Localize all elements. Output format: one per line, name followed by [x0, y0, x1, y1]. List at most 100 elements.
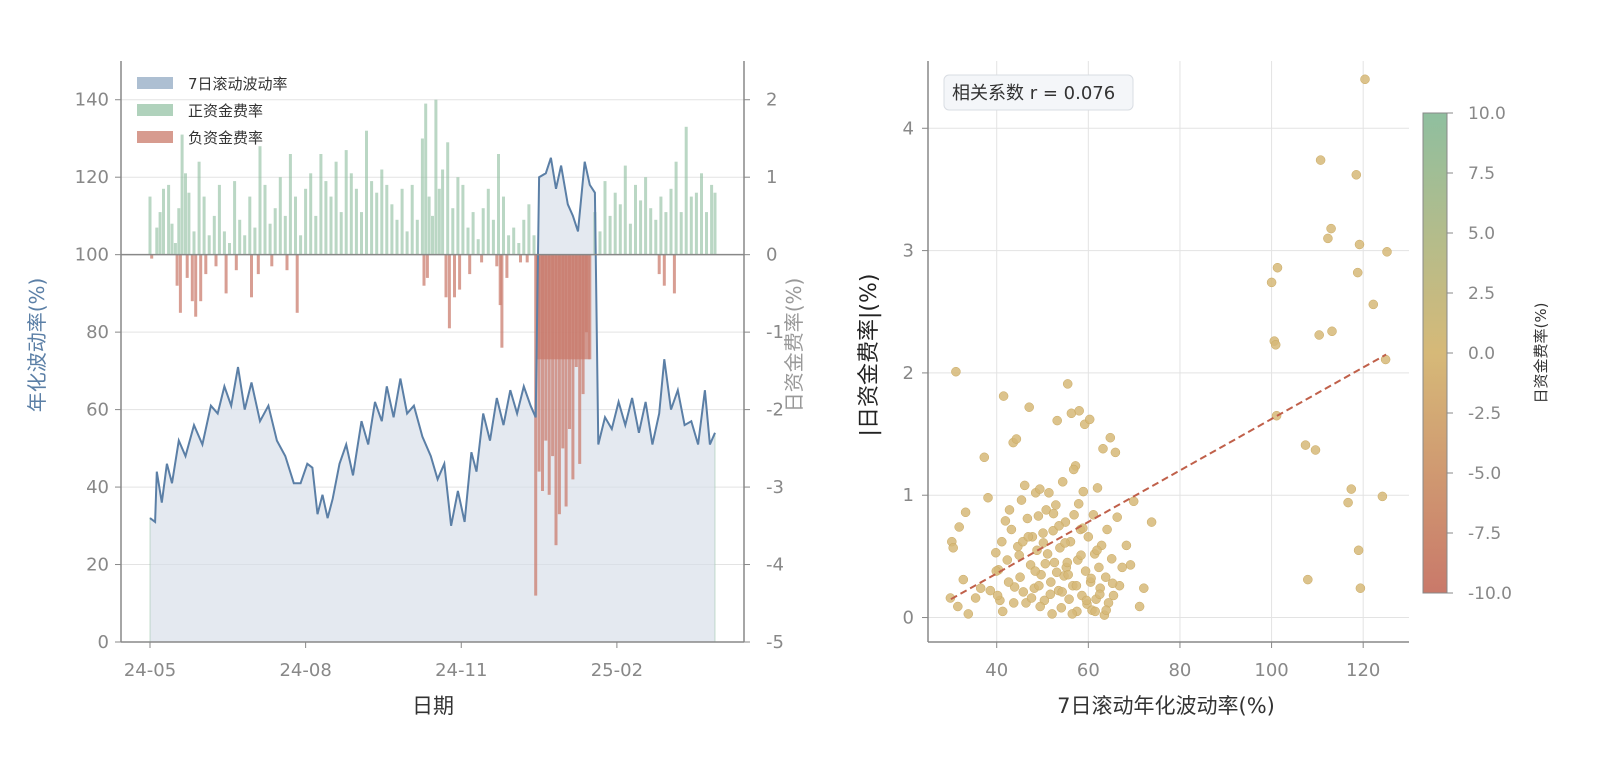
- trend-line: [950, 353, 1387, 601]
- negative-bar-block: [535, 254, 590, 360]
- scatter-point-55: [1056, 603, 1067, 613]
- negative-bar-36: [554, 254, 558, 546]
- scatter-point-6: [958, 574, 969, 585]
- scatter-y-axis-label: |日资金费率|(%): [857, 274, 882, 437]
- scatter-point-46: [1044, 488, 1054, 498]
- scatter-point-116: [1040, 558, 1051, 569]
- scatter-x-axis-label: 7日滚动年化波动率(%): [1057, 694, 1275, 718]
- scatter-point-51: [1051, 500, 1061, 510]
- positive-bar-103: [705, 212, 708, 255]
- x-tick-label-2: 24-11: [435, 660, 487, 681]
- positive-bar-23: [253, 227, 257, 255]
- positive-bar-46: [370, 181, 374, 255]
- positive-bar-87: [623, 165, 627, 255]
- legend-swatch-negative: [137, 131, 173, 143]
- scatter-point-131: [1048, 508, 1059, 519]
- positive-bar-88: [628, 223, 632, 255]
- scatter-point-132: [1038, 538, 1049, 548]
- scatter-y-tick-label-1: 1: [903, 485, 914, 506]
- scatter-point-95: [1110, 447, 1121, 458]
- negative-bar-22: [468, 254, 472, 275]
- scatter-point-40: [1035, 484, 1045, 494]
- scatter-point-134: [1092, 545, 1102, 556]
- x-tick-label-1: 24-08: [279, 660, 331, 681]
- scatter-point-45: [1042, 549, 1053, 559]
- negative-bar-30: [534, 254, 538, 596]
- negative-bar-17: [425, 254, 429, 278]
- positive-bar-52: [400, 188, 404, 255]
- negative-bar-28: [519, 254, 522, 263]
- positive-bar-85: [613, 192, 617, 255]
- left-y-axis-label: 年化波动率(%): [25, 278, 49, 413]
- positive-bar-2: [158, 212, 162, 255]
- positive-bar-72: [491, 219, 495, 255]
- scatter-point-69: [1074, 406, 1084, 416]
- negative-bar-26: [500, 254, 504, 348]
- positive-bar-12: [197, 161, 201, 255]
- negative-bar-10: [234, 254, 238, 271]
- negative-bar-31: [537, 254, 541, 472]
- positive-bar-18: [228, 243, 231, 255]
- scatter-y-ticks: 0 1 2 3 4: [903, 118, 928, 629]
- scatter-point-121: [1067, 609, 1078, 619]
- colorbar-tick-label-2: 5.0: [1468, 224, 1495, 244]
- positive-bar-55: [415, 219, 419, 255]
- right-y-tick-label-0: -5: [766, 632, 784, 653]
- scatter-point-144: [1271, 410, 1282, 421]
- positive-bar-74: [502, 196, 505, 255]
- scatter-point-50: [1049, 557, 1060, 568]
- legend-swatch-volatility: [137, 77, 173, 89]
- scatter-point-113: [1026, 593, 1037, 603]
- scatter-point-145: [1300, 440, 1311, 450]
- annotation-text: 相关系数 r = 0.076: [952, 83, 1115, 104]
- negative-bar-37: [557, 254, 561, 515]
- scatter-point-146: [1303, 574, 1313, 585]
- positive-bar-35: [314, 215, 318, 255]
- positive-bar-105: [713, 192, 717, 255]
- scatter-point-25: [1011, 434, 1022, 444]
- scatter-point-13: [985, 585, 996, 596]
- positive-bar-97: [674, 161, 678, 255]
- scatter-y-tick-label-3: 3: [903, 241, 914, 262]
- scatter-point-27: [1015, 572, 1025, 582]
- positive-bar-91: [644, 177, 648, 255]
- negative-bar-27: [505, 254, 509, 278]
- scatter-point-20: [1002, 555, 1013, 565]
- negative-bar-20: [453, 254, 456, 298]
- negative-bar-4: [190, 254, 194, 302]
- left-y-tick-label-2: 40: [86, 477, 109, 498]
- positive-bar-48: [380, 169, 384, 255]
- scatter-point-162: [1377, 491, 1388, 502]
- negative-bar-21: [458, 254, 462, 290]
- scatter-point-12: [983, 492, 993, 503]
- left-y-tick-label-4: 80: [86, 322, 109, 343]
- scatter-point-8: [963, 609, 974, 619]
- scatter-point-119: [1057, 587, 1067, 597]
- scatter-point-153: [1343, 497, 1353, 508]
- scatter-point-10: [975, 583, 986, 593]
- positive-bar-104: [710, 184, 714, 255]
- positive-bar-28: [278, 177, 282, 255]
- positive-bar-67: [466, 227, 470, 255]
- right-y-tick-label-7: 2: [766, 90, 777, 111]
- positive-bar-41: [344, 150, 348, 255]
- positive-bar-57: [424, 103, 428, 255]
- scatter-point-5: [960, 507, 971, 518]
- scatter-point-56: [1057, 477, 1068, 487]
- scatter-point-139: [1063, 569, 1073, 580]
- scatter-point-138: [1073, 499, 1084, 509]
- legend: 7日滚动波动率 正资金费率 负资金费率: [137, 75, 288, 147]
- scatter-point-109: [1008, 598, 1019, 608]
- scatter-point-90: [1102, 524, 1112, 535]
- positive-bar-24: [258, 146, 262, 255]
- legend-label-negative: 负资金费率: [188, 129, 263, 147]
- scatter-point-124: [1081, 595, 1092, 606]
- positive-bar-93: [654, 219, 658, 255]
- scatter-point-137: [1034, 580, 1044, 591]
- positive-bar-99: [684, 126, 688, 255]
- scatter-point-100: [1125, 560, 1136, 570]
- positive-bar-65: [456, 177, 460, 255]
- negative-bar-0: [150, 254, 154, 259]
- scatter-point-164: [1382, 247, 1392, 257]
- scatter-point-22: [1006, 524, 1017, 535]
